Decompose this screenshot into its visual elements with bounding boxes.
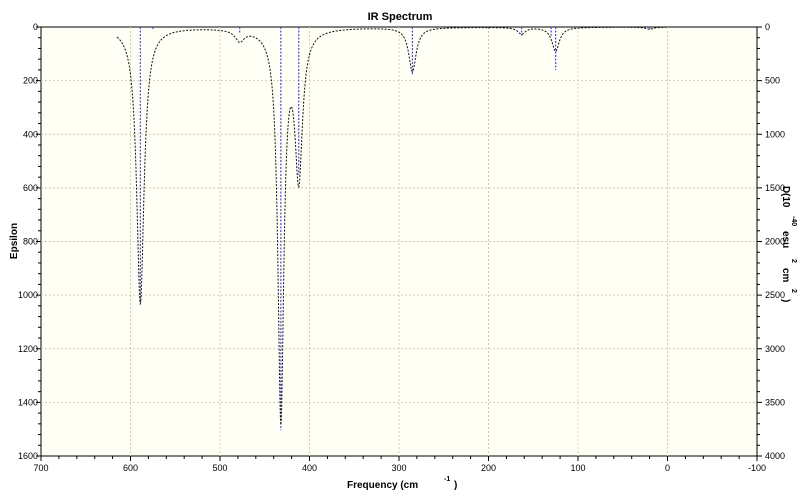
- y-left-tick-label: 1400: [18, 397, 38, 407]
- y-right-tick-label: 1500: [765, 183, 785, 193]
- x-axis-label-superscript: -1: [444, 476, 450, 483]
- right-y-axis-label-exp2: 2: [790, 259, 797, 263]
- y-left-tick-label: 1000: [18, 290, 38, 300]
- x-axis-label-end: ): [454, 480, 457, 491]
- chart-title: IR Spectrum: [368, 11, 433, 23]
- right-y-axis-label-d: D: [780, 186, 791, 193]
- y-right-tick-label: 4000: [765, 451, 785, 461]
- left-y-axis-ticks: 0 200 400 600 800 1000 1200 1400 1600: [18, 22, 41, 461]
- y-left-tick-label: 400: [23, 129, 38, 139]
- dipole-sticks: [139, 27, 651, 431]
- right-y-axis-label-cm: cm: [780, 268, 791, 283]
- y-left-tick-label: 200: [23, 76, 38, 86]
- right-y-axis-label-exp: -40: [790, 216, 797, 226]
- grid-lines: [41, 27, 757, 456]
- y-right-tick-label: 0: [765, 22, 770, 32]
- y-right-tick-label: 3500: [765, 397, 785, 407]
- y-left-tick-label: 1600: [18, 451, 38, 461]
- y-left-tick-label: 0: [33, 22, 38, 32]
- right-y-axis-ticks: 0 500 1000 1500 2000 2500 3000 3500 4000: [757, 22, 785, 461]
- x-tick-label: 700: [33, 463, 48, 473]
- y-right-tick-label: 2500: [765, 290, 785, 300]
- left-y-axis-label: Epsilon: [9, 223, 20, 259]
- x-axis-ticks: 700 600 500 400 300 200 100 0 -100: [33, 456, 766, 473]
- x-tick-label: 400: [302, 463, 317, 473]
- spectrum-line: [116, 26, 668, 425]
- y-right-tick-label: 2000: [765, 237, 785, 247]
- right-y-axis-label: D (10 -40 esu 2 cm 2 ): [780, 186, 797, 302]
- x-tick-label: 200: [481, 463, 496, 473]
- right-y-axis-label-ten: (10: [780, 193, 791, 208]
- right-y-axis-label-close: ): [780, 299, 791, 302]
- right-y-axis-label-esu: esu: [780, 231, 791, 248]
- right-y-axis-label-exp3: 2: [790, 289, 797, 293]
- y-left-tick-label: 600: [23, 183, 38, 193]
- y-left-tick-label: 1200: [18, 344, 38, 354]
- y-right-tick-label: 1000: [765, 129, 785, 139]
- y-left-tick-label: 800: [23, 237, 38, 247]
- y-right-tick-label: 3000: [765, 344, 785, 354]
- x-axis-label: Frequency (cm: [347, 480, 418, 491]
- y-right-tick-label: 500: [765, 76, 780, 86]
- x-tick-label: 600: [123, 463, 138, 473]
- x-tick-label: 500: [212, 463, 227, 473]
- x-tick-label: 0: [665, 463, 670, 473]
- x-tick-label: 100: [570, 463, 585, 473]
- x-tick-label: 300: [391, 463, 406, 473]
- x-tick-label: -100: [748, 463, 766, 473]
